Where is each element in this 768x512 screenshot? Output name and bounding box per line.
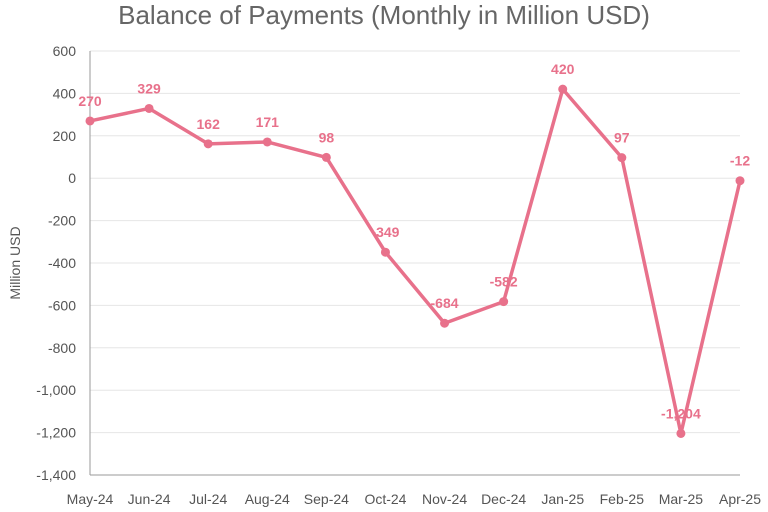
y-tick-labels: 600 400 200 0 -200 -400 -600 -800 -1,000 -1,200 -1… (36, 43, 76, 483)
data-label: 270 (78, 93, 102, 109)
x-tick-label: Jan-25 (541, 491, 584, 507)
data-point (440, 318, 450, 328)
y-tick-label: -1,400 (36, 467, 76, 483)
y-tick-label: -400 (48, 255, 76, 271)
y-tick-label: -1,200 (36, 425, 76, 441)
y-tick-label: 600 (53, 43, 77, 59)
x-tick-label: May-24 (67, 491, 114, 507)
data-label: -12 (730, 153, 750, 169)
data-point (262, 137, 272, 147)
data-label: -684 (431, 295, 459, 311)
series-line-group (88, 87, 742, 436)
data-label: 420 (551, 61, 575, 77)
x-tick-label: Apr-25 (719, 491, 761, 507)
y-tick-label: 400 (53, 85, 77, 101)
x-tick-label: Jul-24 (189, 491, 227, 507)
y-tick-label: -600 (48, 297, 76, 313)
y-tick-label: -1,000 (36, 382, 76, 398)
data-label: -349 (371, 224, 399, 240)
data-label: 97 (614, 130, 630, 146)
data-label: -582 (490, 274, 518, 290)
data-point (735, 176, 745, 186)
data-label: -1,204 (661, 405, 701, 421)
y-axis-label: Million USD (7, 226, 23, 299)
x-tick-label: Jun-24 (128, 491, 171, 507)
data-labels: 270 329 162 171 98 -349 -684 -582 420 97 -1,204 -12 (78, 61, 750, 421)
data-point (558, 84, 568, 94)
y-tick-label: 200 (53, 128, 77, 144)
x-tick-label: Sep-24 (304, 491, 349, 507)
data-label: 329 (137, 80, 161, 96)
data-points (85, 84, 745, 438)
data-point (380, 247, 390, 257)
data-label: 162 (197, 116, 221, 132)
x-tick-label: Feb-25 (600, 491, 645, 507)
data-point (321, 152, 331, 162)
gridlines (90, 50, 740, 476)
x-tick-labels: May-24 Jun-24 Jul-24 Aug-24 Sep-24 Oct-24 Nov-… (67, 491, 762, 507)
series-line (88, 87, 742, 436)
data-point (499, 297, 509, 307)
data-label: 171 (256, 114, 280, 130)
data-label: 98 (319, 129, 335, 145)
data-point (144, 103, 154, 113)
y-tick-label: 0 (68, 170, 76, 186)
x-tick-label: Dec-24 (481, 491, 526, 507)
x-tick-label: Aug-24 (245, 491, 290, 507)
chart-title: Balance of Payments (Monthly in Million … (118, 0, 650, 30)
data-point (85, 116, 95, 126)
data-point (676, 428, 686, 438)
data-point (617, 153, 627, 163)
y-tick-label: -800 (48, 340, 76, 356)
data-point (203, 139, 213, 149)
x-tick-label: Oct-24 (364, 491, 406, 507)
x-tick-label: Mar-25 (659, 491, 704, 507)
x-tick-label: Nov-24 (422, 491, 467, 507)
y-tick-label: -200 (48, 213, 76, 229)
